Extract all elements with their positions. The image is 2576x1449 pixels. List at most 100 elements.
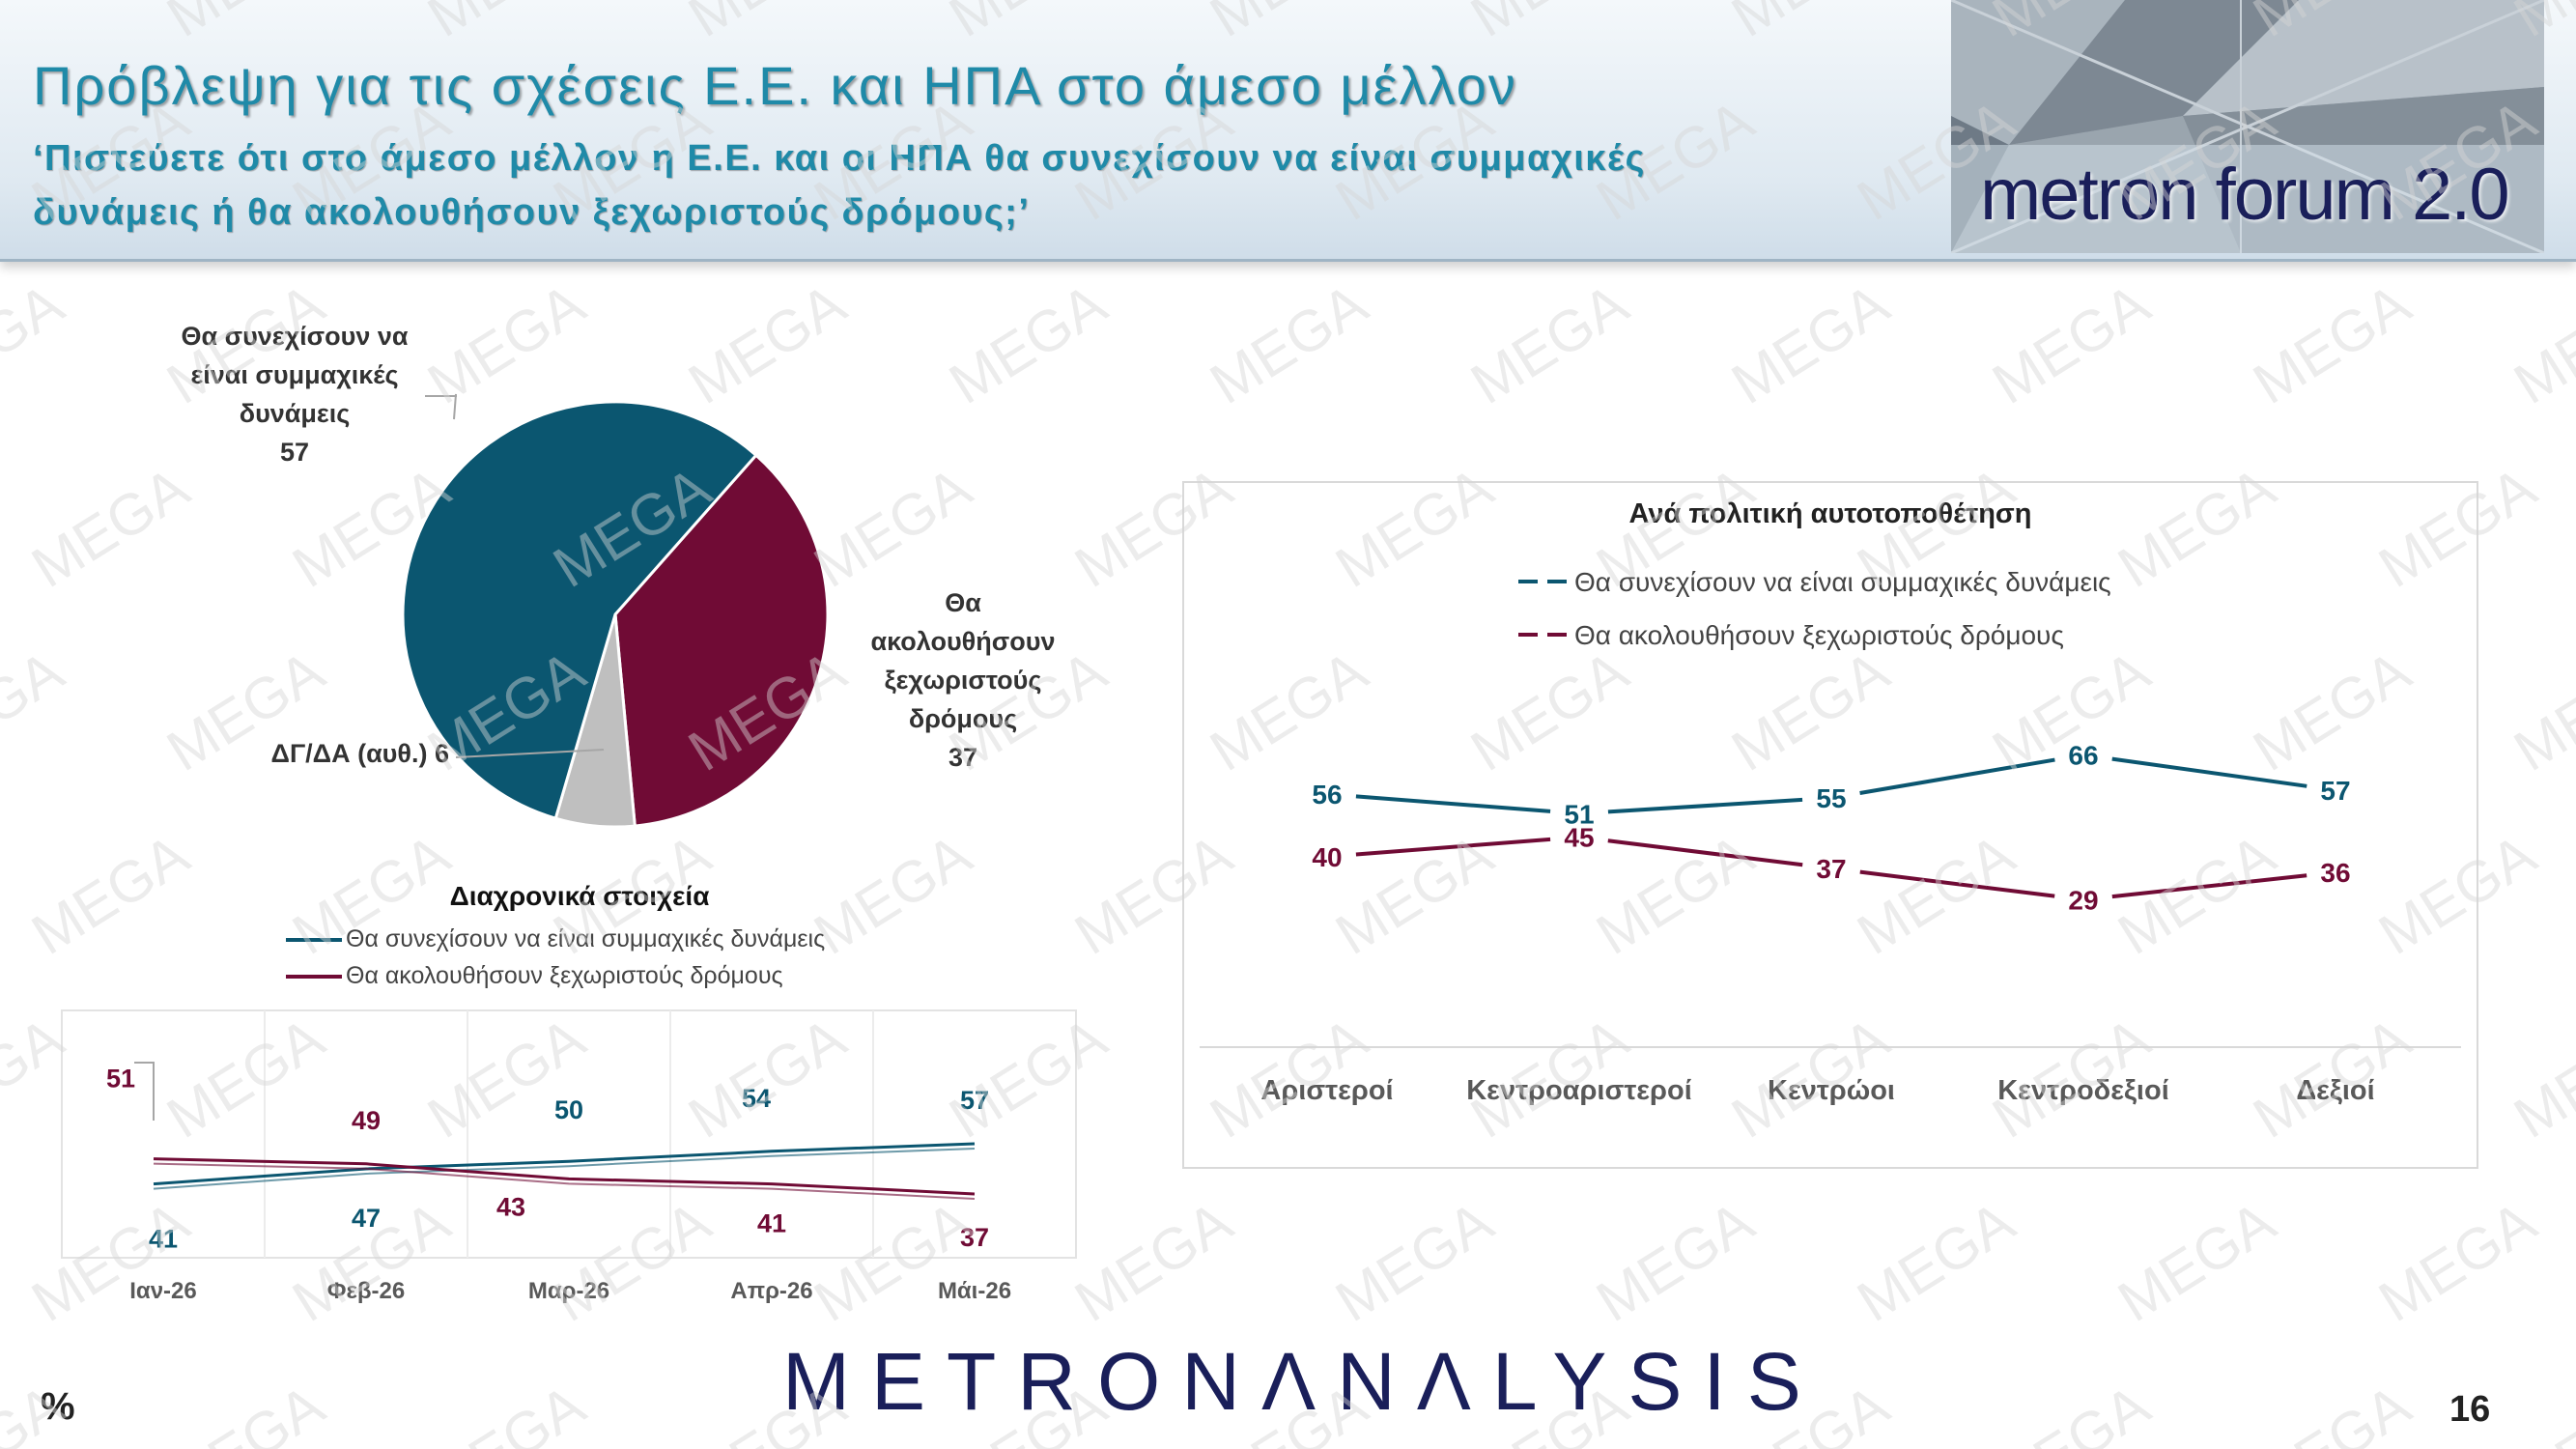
ideology-series-separate-segment <box>2111 873 2307 899</box>
pie-label-allied-line2: είναι συμμαχικές <box>190 360 398 389</box>
trend-data-label: 43 <box>496 1192 525 1221</box>
page-title: Πρόβλεψη για τις σχέσεις Ε.Ε. και ΗΠΑ στ… <box>33 55 1517 116</box>
ideology-data-label: 66 <box>2068 741 2098 771</box>
watermark-text: MEGA <box>1199 271 1377 416</box>
unit-label: % <box>41 1385 75 1428</box>
watermark-text: MEGA <box>156 1373 334 1449</box>
watermark-text: MEGA <box>2503 1006 2576 1151</box>
watermark-text: MEGA <box>20 822 199 967</box>
watermark-text: MEGA <box>2503 639 2576 783</box>
ideology-data-label: 55 <box>1816 783 1846 813</box>
legend-swatch-allied <box>286 937 342 942</box>
ideology-x-tick-label: Κεντροαριστεροί <box>1466 1075 1692 1106</box>
watermark-text: MEGA <box>1459 271 1638 416</box>
pie-leader-dk <box>455 749 605 758</box>
trend-data-label: 49 <box>352 1106 381 1135</box>
legend-label-allied: Θα συνεχίσουν να είναι συμμαχικές δυνάμε… <box>1574 567 2111 597</box>
watermark-text: MEGA <box>1324 1189 1503 1334</box>
watermark-text: MEGA <box>0 639 74 783</box>
ideology-data-label: 40 <box>1312 842 1342 872</box>
watermark-text: MEGA <box>1720 271 1899 416</box>
trend-plot-border <box>61 1009 1077 1259</box>
trend-data-label: 37 <box>960 1223 989 1252</box>
watermark-text: MEGA <box>416 1373 595 1449</box>
trend-data-label: 57 <box>960 1086 989 1115</box>
logo-photo-background <box>1951 0 2544 253</box>
pie-label-allied-value: 57 <box>280 438 309 467</box>
legend-label-allied: Θα συνεχίσουν να είναι συμμαχικές δυνάμε… <box>346 925 826 952</box>
legend-label-separate: Θα ακολουθήσουν ξεχωριστούς δρόμους <box>346 962 783 989</box>
pie-label-separate-line4: δρόμους <box>909 704 1017 733</box>
ideology-data-label: 36 <box>2320 858 2350 888</box>
trend-x-tick-label: Μάι-26 <box>938 1278 1011 1304</box>
pie-label-separate-line1: Θα <box>945 588 981 617</box>
watermark-text: MEGA <box>2503 271 2576 416</box>
trend-data-label: 51 <box>106 1065 135 1094</box>
ideology-data-label: 51 <box>1564 799 1594 829</box>
pie-label-separate-line2: ακολουθήσουν <box>871 627 1056 656</box>
watermark-text: MEGA <box>2367 1189 2546 1334</box>
watermark-text: MEGA <box>1981 271 2160 416</box>
metronanalysis-logo: METRONΛNΛLYSIS <box>782 1336 1823 1427</box>
trend-data-label: 54 <box>742 1084 771 1113</box>
ideology-series-allied-segment <box>1607 797 1803 814</box>
watermark-text: MEGA <box>1981 1373 2160 1449</box>
pie-chart: Θα συνεχίσουν να είναι συμμαχικές δυνάμε… <box>182 322 1056 829</box>
trend-data-label: 50 <box>554 1095 583 1124</box>
trend-x-tick-label: Ιαν-26 <box>129 1278 196 1304</box>
ideology-series-separate-segment <box>1859 869 2055 898</box>
trend-chart-title: Διαχρονικά στοιχεία <box>449 881 710 911</box>
watermark-text: MEGA <box>2107 1189 2285 1334</box>
ideology-series-allied-segment <box>1355 794 1551 813</box>
trend-data-label: 47 <box>352 1204 381 1233</box>
ideology-series-separate-segment <box>1607 838 1803 867</box>
trend-series-shadow <box>153 1148 976 1190</box>
ideology-chart-panel: Ανά πολιτική αυτοτοποθέτηση Θα συνεχίσου… <box>1182 481 2478 1169</box>
logo-text: metron forum 2.0 <box>1980 154 2510 236</box>
watermark-text: MEGA <box>1846 1189 2024 1334</box>
watermark-text: MEGA <box>2503 1373 2576 1449</box>
ideology-data-label: 56 <box>1312 780 1342 810</box>
pie-label-separate-value: 37 <box>948 743 977 772</box>
header-banner: Πρόβλεψη για τις σχέσεις Ε.Ε. και ΗΠΑ στ… <box>0 0 2576 262</box>
watermark-text: MEGA <box>0 271 74 416</box>
ideology-series-allied-segment <box>2111 756 2307 788</box>
page-subtitle: ‘Πιστεύετε ότι στο άμεσο μέλλον η Ε.Ε. κ… <box>33 138 1646 233</box>
ideology-x-tick-label: Κεντροδεξιοί <box>1997 1075 2169 1106</box>
pie-leader-allied <box>425 393 457 420</box>
ideology-series-allied-segment <box>1859 757 2055 795</box>
page-number: 16 <box>2449 1389 2491 1430</box>
trend-series-shadow <box>153 1162 976 1200</box>
ideology-data-label: 37 <box>1816 854 1846 884</box>
pie-slice-separate <box>613 453 830 828</box>
watermark-text: MEGA <box>2242 1373 2420 1449</box>
metron-forum-logo: metron forum 2.0 <box>1951 0 2544 253</box>
trend-legend-separate: Θα ακολουθήσουν ξεχωριστούς δρόμους <box>286 962 783 990</box>
pie-label-allied-line1: Θα συνεχίσουν να <box>182 322 409 351</box>
pie-label-allied-line3: δυνάμεις <box>240 399 351 428</box>
pie-slice-allied <box>401 400 758 821</box>
trend-data-label: 41 <box>757 1209 786 1238</box>
pie-label-dk: ΔΓ/ΔΑ (αυθ.) 6 <box>271 739 449 768</box>
ideology-x-tick-label: Κεντρώοι <box>1768 1075 1895 1106</box>
trend-data-label: 41 <box>149 1225 178 1254</box>
trend-series-allied-line <box>153 1142 976 1186</box>
ideology-data-label: 45 <box>1564 823 1594 853</box>
ideology-x-tick-label: Δεξιοί <box>2296 1075 2374 1106</box>
ideology-series-separate-segment <box>1355 837 1551 857</box>
pie-label-separate-line3: ξεχωριστούς <box>885 666 1042 695</box>
trend-x-tick-label: Φεβ-26 <box>327 1278 405 1304</box>
ideology-data-label: 57 <box>2320 776 2350 806</box>
watermark-text: MEGA <box>2242 271 2420 416</box>
ideology-data-label: 29 <box>2068 885 2098 915</box>
trend-legend-allied: Θα συνεχίσουν να είναι συμμαχικές δυνάμε… <box>286 925 825 953</box>
trend-x-tick-label: Μαρ-26 <box>528 1278 609 1304</box>
trend-series-separate-line <box>153 1157 976 1196</box>
trend-leader-line <box>134 1062 155 1121</box>
trend-line-chart: Ιαν-26 Φεβ-26 Μαρ-26 Απρ-26 Μάι-26 41 47 50 54 57… <box>61 1009 1077 1304</box>
trend-x-tick-label: Απρ-26 <box>730 1278 812 1304</box>
legend-label-separate: Θα ακολουθήσουν ξεχωριστούς δρόμους <box>1574 620 2064 650</box>
legend-swatch-separate <box>286 974 342 979</box>
ideology-x-tick-label: Αριστεροί <box>1260 1075 1393 1106</box>
watermark-text: MEGA <box>1585 1189 1764 1334</box>
